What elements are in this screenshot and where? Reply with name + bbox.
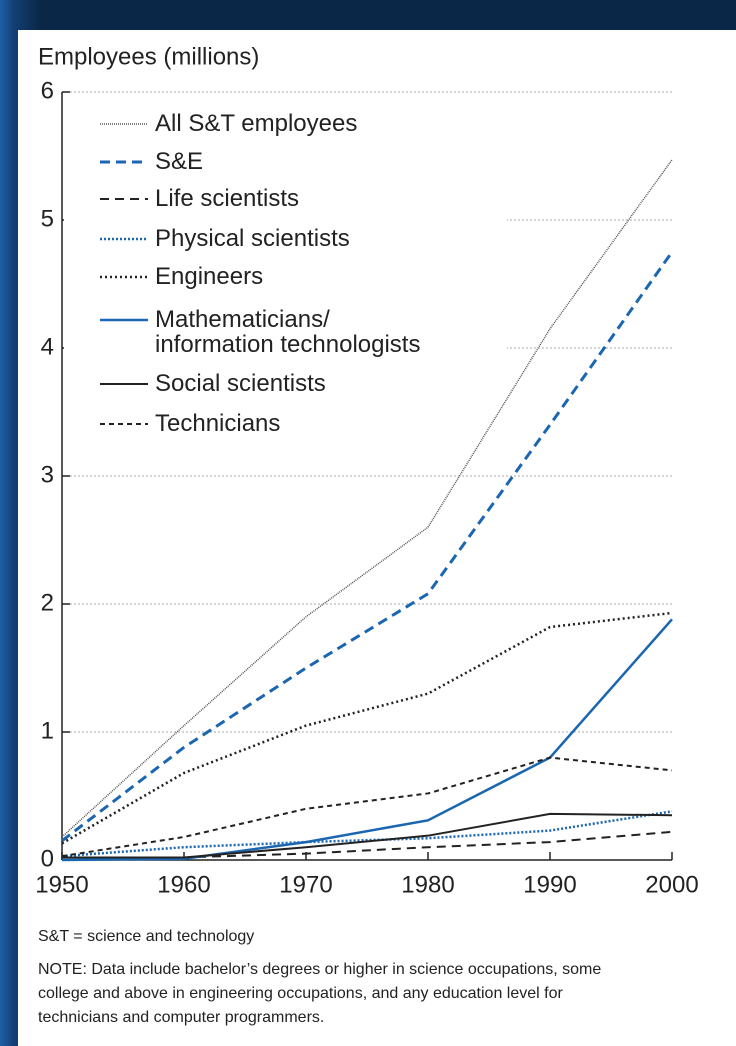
x-tick-label: 1970 (279, 871, 332, 898)
legend-label: All S&T employees (155, 110, 358, 137)
note: S&T = science and technology (38, 928, 255, 945)
legend-background (64, 100, 507, 445)
legend-label: S&E (155, 148, 204, 175)
series-line (61, 611, 673, 845)
x-tick-label: 1980 (401, 871, 454, 898)
legend-label: Life scientists (155, 185, 300, 212)
y-tick-label: 1 (41, 717, 54, 744)
series-line (62, 830, 673, 859)
legend-label: Physical scientists (155, 225, 350, 252)
y-axis-label: Employees (millions) (38, 43, 259, 70)
series-line (61, 756, 673, 858)
note: NOTE: Data include bachelor’s degrees or… (38, 961, 602, 1026)
x-tick-label: 1950 (35, 871, 88, 898)
x-tick-label: 2000 (645, 871, 698, 898)
legend-label: Mathematicians/ information technologist… (155, 306, 421, 358)
series-line (61, 618, 673, 862)
y-tick-label: 0 (41, 845, 54, 872)
y-tick-label: 4 (41, 333, 54, 360)
legend-label: Technicians (155, 410, 281, 437)
x-tick-label: 1960 (157, 871, 210, 898)
series-line (61, 810, 673, 858)
y-tick-label: 3 (41, 461, 54, 488)
legend-label: Social scientists (155, 370, 326, 397)
series-line (61, 251, 674, 842)
legend-label: Engineers (155, 263, 264, 290)
y-tick-label: 2 (41, 589, 54, 616)
y-tick-label: 6 (41, 77, 54, 104)
series-line (62, 812, 673, 859)
series-line (61, 159, 673, 838)
x-tick-label: 1990 (523, 871, 576, 898)
y-tick-label: 5 (41, 205, 54, 232)
